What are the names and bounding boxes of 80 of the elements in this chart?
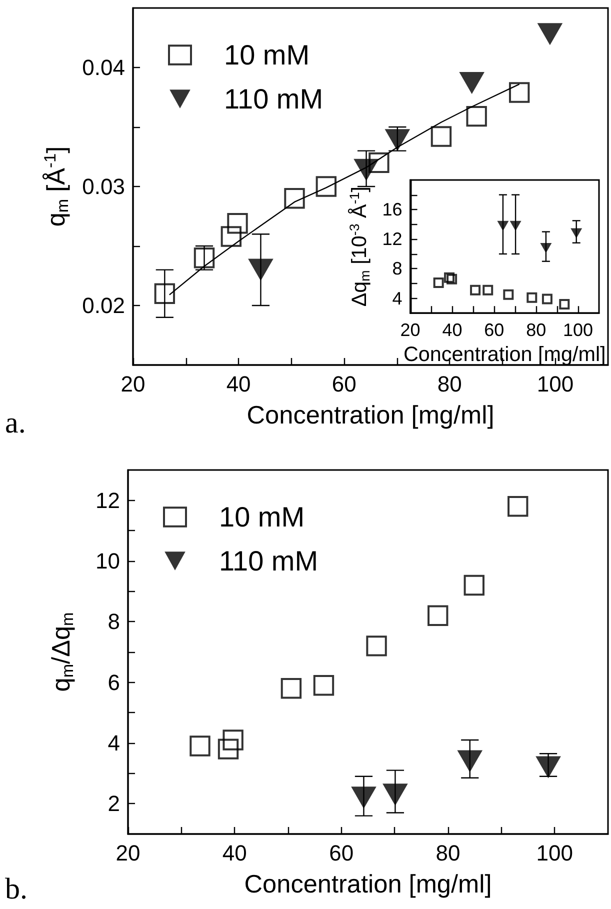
point: [542, 294, 552, 304]
text: b.: [5, 872, 28, 906]
x-tick-label: 60: [332, 372, 356, 396]
y-tick-label: 12: [96, 488, 120, 513]
point: [570, 228, 582, 238]
x-axis-title: Concentration [mg/ml]: [403, 343, 606, 366]
x-tick-label: 20: [400, 320, 420, 340]
point: [222, 730, 244, 750]
x-tick-label: 40: [226, 372, 251, 396]
point: [464, 574, 484, 596]
legend-label: 10 mM: [224, 40, 310, 70]
point: [526, 292, 538, 303]
point: [508, 82, 530, 103]
x-tick-label: 100: [536, 840, 574, 866]
y-tick-label: 16: [382, 200, 402, 220]
point: [537, 23, 563, 46]
x-tick-label: 20: [120, 372, 146, 396]
legend-label: 10 mM: [219, 502, 305, 532]
y-tick-label: 12: [382, 229, 402, 250]
x-axis-title: Concentration [mg/ml]: [244, 870, 492, 898]
point: [540, 243, 552, 254]
x-tick-label: 60: [329, 840, 354, 866]
legend-label: 110 mM: [219, 546, 318, 576]
point: [503, 289, 514, 300]
point: [154, 283, 176, 304]
point: [316, 176, 337, 197]
x-tick-label: 60: [484, 320, 504, 340]
point: [313, 675, 334, 696]
x-tick-label: 80: [436, 840, 460, 866]
x-tick-label: 40: [222, 840, 247, 866]
point: [384, 129, 410, 152]
y-tick-label: 0.03: [82, 174, 125, 199]
point: [470, 284, 481, 296]
text: a.: [5, 406, 26, 440]
x-axis-title: Concentration [mg/ml]: [246, 402, 494, 430]
x-tick-label: 100: [563, 320, 594, 340]
point: [457, 750, 483, 772]
point: [428, 605, 448, 626]
point: [510, 220, 522, 231]
x-tick-label: 80: [437, 372, 462, 396]
point: [220, 226, 242, 247]
point: [459, 72, 484, 94]
y-tick-label: 4: [108, 730, 120, 756]
x-tick-label: 80: [526, 320, 546, 340]
point: [218, 738, 239, 760]
point: [446, 274, 458, 284]
point: [536, 756, 561, 778]
y-tick-label: 8: [392, 258, 402, 279]
point: [354, 158, 379, 181]
x-tick-label: 20: [116, 840, 140, 866]
point: [559, 298, 570, 310]
point: [466, 106, 487, 127]
y-tick-label: 4: [392, 288, 402, 308]
y-tick-label: 0.04: [82, 55, 125, 80]
y-tick-label: 2: [108, 791, 120, 816]
y-tick-label: 0.02: [82, 293, 125, 318]
point: [444, 272, 455, 283]
y-tick-label: 8: [108, 609, 120, 634]
point: [508, 496, 528, 517]
y-axis-title: qm/Δqm: [48, 612, 77, 692]
point: [248, 258, 274, 281]
point: [227, 213, 248, 234]
x-tick-label: 40: [442, 320, 462, 340]
x-tick-label: 100: [536, 372, 574, 396]
y-axis-title: Δqm [10-3 Å-1]: [347, 186, 372, 307]
point: [368, 152, 390, 174]
y-axis-title: qm [Å-1]: [41, 146, 72, 227]
point: [190, 736, 210, 756]
point: [351, 786, 376, 809]
y-tick-label: 6: [108, 670, 120, 695]
point: [430, 126, 452, 147]
y-tick-label: 10: [96, 548, 120, 574]
point: [482, 284, 494, 296]
point: [284, 188, 305, 209]
point: [280, 678, 302, 699]
point: [497, 220, 509, 231]
point: [366, 636, 387, 656]
legend-label: 110 mM: [224, 84, 324, 114]
point: [433, 278, 444, 288]
point: [382, 784, 408, 806]
